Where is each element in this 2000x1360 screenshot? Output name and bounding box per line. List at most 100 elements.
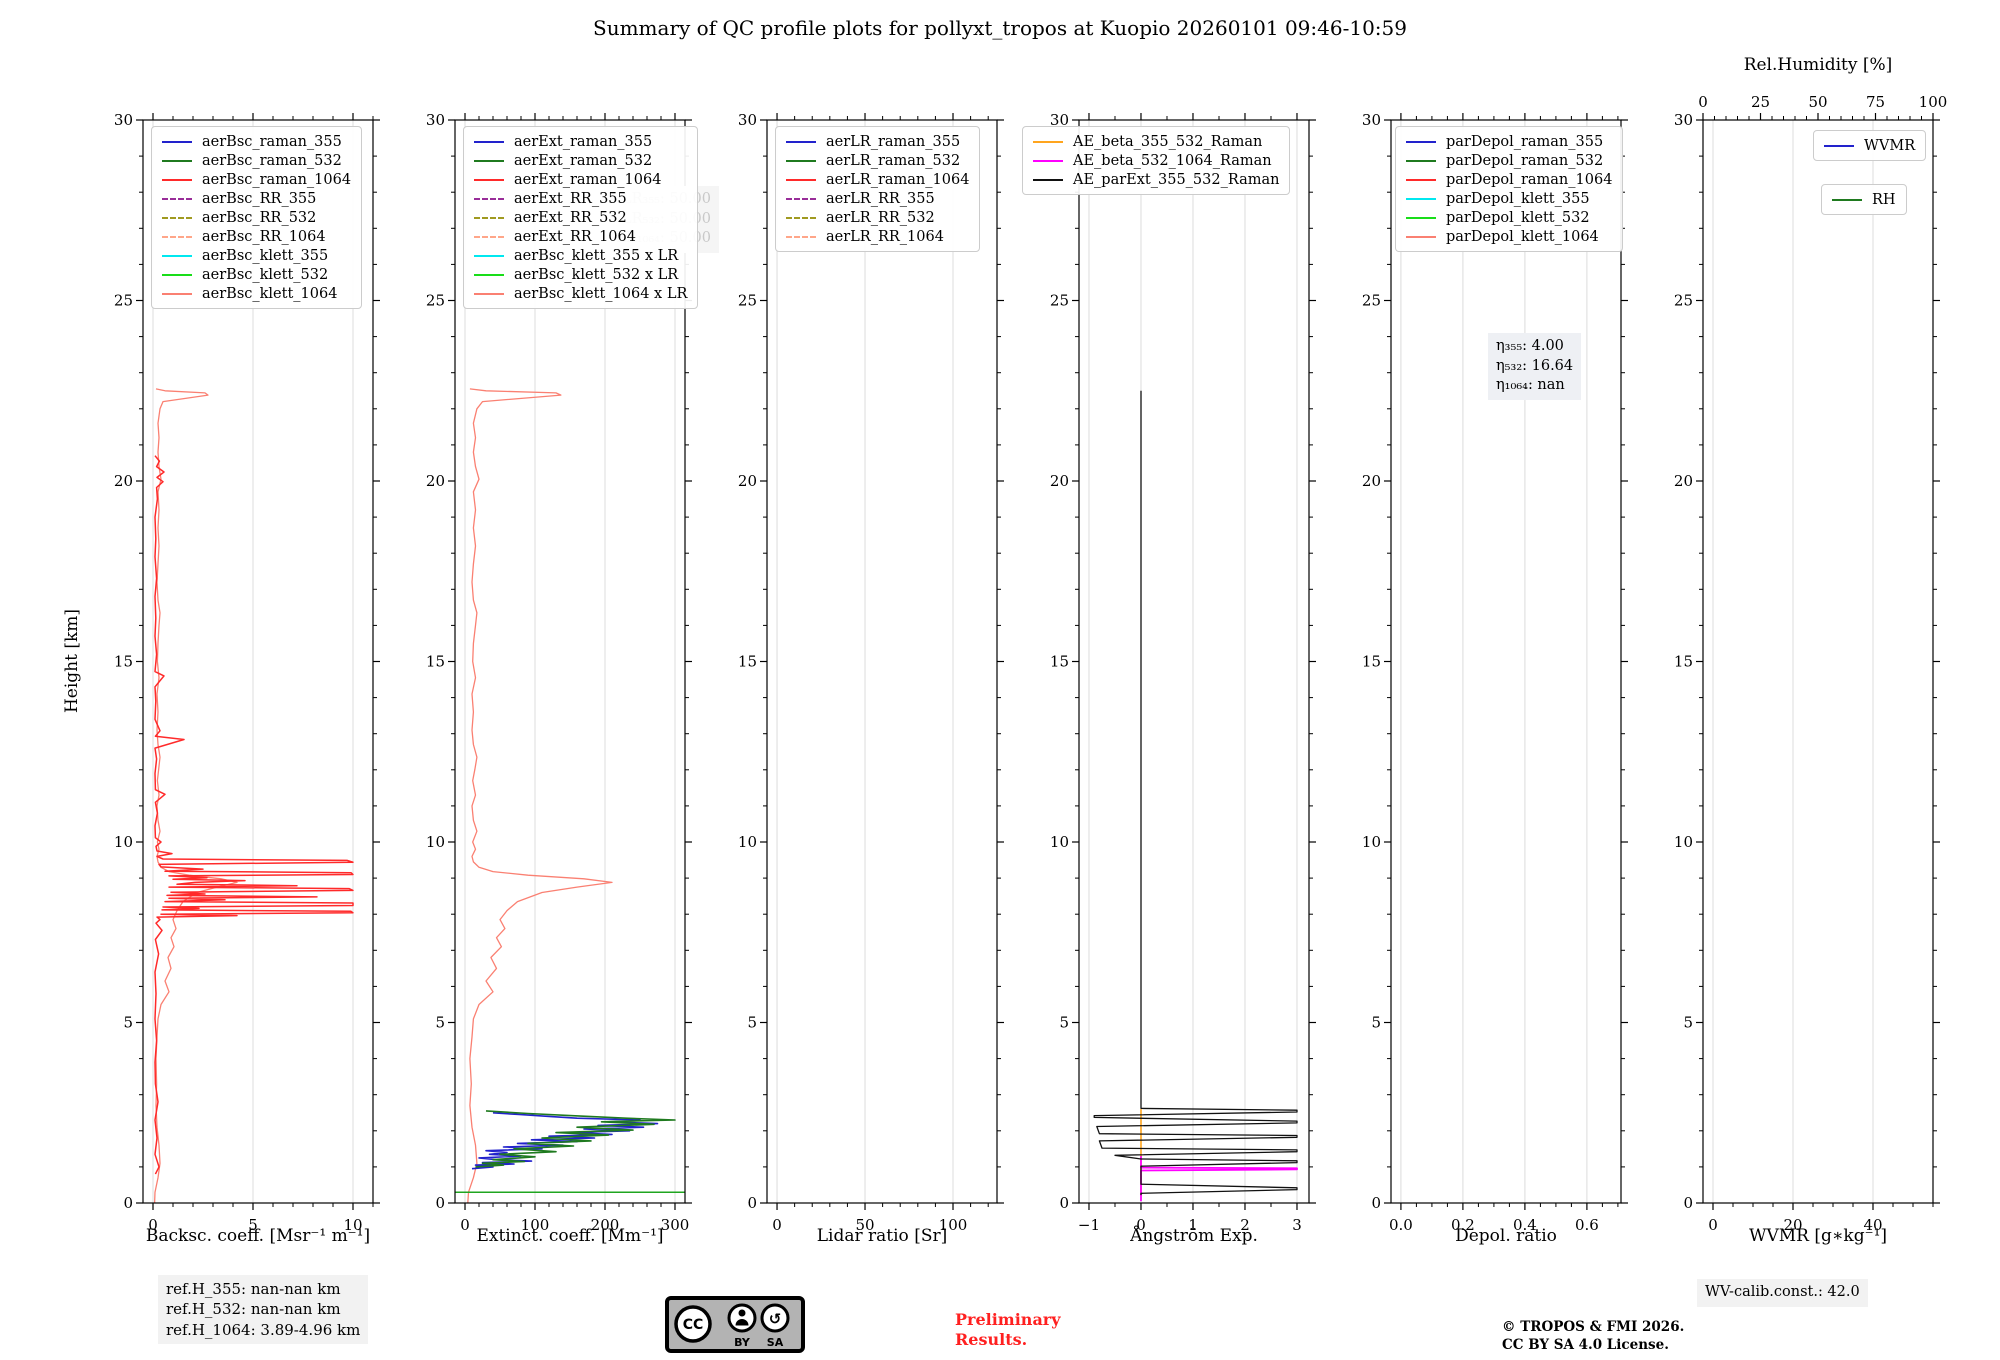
- legend-label: aerLR_RR_532: [826, 209, 935, 226]
- panel-extinction: 0 100 200 300 0 5 10 15 20 25 30: [426, 111, 692, 1234]
- xlabel-angstrom: Ångström Exp.: [1130, 1226, 1258, 1246]
- ytick-label: 0: [747, 1194, 757, 1212]
- ytick-label: 15: [738, 653, 757, 671]
- ytick-label: 15: [1050, 653, 1069, 671]
- legend-label: aerLR_RR_355: [826, 190, 935, 207]
- ytick-label: 30: [1674, 111, 1693, 129]
- legend-label: aerBsc_klett_1064 x LR: [514, 285, 688, 302]
- xtick-label: 5: [248, 1216, 258, 1234]
- legend-line-icon: [162, 159, 192, 162]
- legend-entry: aerBsc_raman_532: [162, 151, 351, 170]
- ytick-label: 25: [114, 292, 133, 310]
- xtick-label: 200: [591, 1216, 620, 1234]
- ytick-label: 25: [426, 292, 445, 310]
- xtick-label: 2: [1240, 1216, 1250, 1234]
- xtick-label: 0.4: [1513, 1216, 1537, 1234]
- ytick-label: 25: [738, 292, 757, 310]
- legend-label: parDepol_raman_1064: [1446, 171, 1613, 188]
- xtick-label: 10: [343, 1216, 362, 1234]
- legend-label: aerLR_raman_1064: [826, 171, 970, 188]
- legend-label: aerBsc_RR_1064: [202, 228, 326, 245]
- legend-label: aerExt_RR_532: [514, 209, 627, 226]
- panel-backscatter: 0 5 10 0 5 10 15 20 25 30: [114, 111, 380, 1234]
- xtick-label: 300: [661, 1216, 690, 1234]
- legend-label: aerLR_raman_355: [826, 133, 961, 150]
- legend-label: aerExt_RR_355: [514, 190, 627, 207]
- legend-line-icon: [474, 197, 504, 200]
- legend-entry: parDepol_klett_532: [1406, 208, 1612, 227]
- xtick-label: 1: [1188, 1216, 1198, 1234]
- ytick-label: 15: [1674, 653, 1693, 671]
- legend-line-icon: [786, 197, 816, 200]
- ytick-label: 25: [1674, 292, 1693, 310]
- xlabel-depol: Depol. ratio: [1455, 1226, 1557, 1246]
- legend-line-icon: [162, 197, 192, 200]
- legend-line-icon: [786, 140, 816, 143]
- legend-entry: AE_beta_532_1064_Raman: [1033, 151, 1279, 170]
- ytick-label: 0: [1059, 1194, 1069, 1212]
- legend-entry: WVMR: [1824, 136, 1915, 155]
- ytick-label: 30: [114, 111, 133, 129]
- reference-height-box: ref.H_355: nan-nan km ref.H_532: nan-nan…: [158, 1275, 369, 1344]
- xlabel-backscatter: Backsc. coeff. [Msr⁻¹ m⁻¹]: [145, 1226, 371, 1246]
- xtick-label: 0.6: [1575, 1216, 1599, 1234]
- series-aerBsc_klett_1064: [153, 388, 238, 1203]
- cc-by-sa-badge: CC ↺ BY SA: [665, 1296, 805, 1353]
- panel-depol: 0.0 0.2 0.4 0.6 0 5 10 15 20 25 30: [1362, 111, 1628, 1234]
- legend-line-icon: [474, 235, 504, 238]
- legend-line-icon: [1406, 140, 1436, 143]
- preliminary-results-note: Preliminary Results.: [955, 1310, 1061, 1349]
- legend-entry: aerBsc_klett_1064 x LR: [474, 284, 687, 303]
- legend-entry: aerLR_RR_1064: [786, 227, 969, 246]
- xtick-label: 0.0: [1389, 1216, 1413, 1234]
- legend-label: aerBsc_RR_532: [202, 209, 317, 226]
- ref-h-532: ref.H_532: nan-nan km: [166, 1300, 341, 1319]
- legend-label: aerExt_raman_532: [514, 152, 653, 169]
- ytick-label: 15: [114, 653, 133, 671]
- legend-label: aerBsc_raman_532: [202, 152, 342, 169]
- legend-entry: parDepol_raman_532: [1406, 151, 1612, 170]
- legend-label: parDepol_klett_1064: [1446, 228, 1599, 245]
- ytick-label: 5: [747, 1014, 757, 1032]
- sa-arrow-icon: [760, 1303, 790, 1333]
- eta-values-box: η₃₅₅: 4.00 η₅₃₂: 16.64 η₁₀₆₄: nan: [1488, 333, 1582, 400]
- cc-by-label: BY: [734, 1336, 751, 1349]
- legend-entry: parDepol_klett_1064: [1406, 227, 1612, 246]
- legend-entry: parDepol_klett_355: [1406, 189, 1612, 208]
- legend-label: aerExt_raman_1064: [514, 171, 662, 188]
- legend-entry: aerExt_raman_355: [474, 132, 687, 151]
- ytick-label: 10: [1050, 833, 1069, 851]
- legend-entry: AE_beta_355_532_Raman: [1033, 132, 1279, 151]
- ref-h-1064: ref.H_1064: 3.89-4.96 km: [166, 1320, 361, 1339]
- legend-line-icon: [1406, 159, 1436, 162]
- legend-line-icon: [162, 235, 192, 238]
- series-aerBsc_klett_1064_x_LR: [467, 388, 613, 1203]
- legend-angstrom: AE_beta_355_532_Raman AE_beta_532_1064_Ra…: [1022, 126, 1291, 195]
- ytick-label: 20: [114, 472, 133, 490]
- xtick-label: 0: [772, 1216, 782, 1234]
- legend-label: aerBsc_raman_1064: [202, 171, 352, 188]
- figure-title: Summary of QC profile plots for pollyxt_…: [593, 16, 1407, 40]
- ytick-label: 20: [738, 472, 757, 490]
- legend-entry: aerBsc_RR_355: [162, 189, 351, 208]
- xtick-label: −1: [1078, 1216, 1100, 1234]
- legend-line-icon: [162, 216, 192, 219]
- legend-line-icon: [474, 159, 504, 162]
- legend-label: aerBsc_klett_1064: [202, 285, 338, 302]
- legend-backscatter: aerBsc_raman_355 aerBsc_raman_532 aerBsc_r…: [151, 126, 363, 309]
- ytick-label: 25: [1362, 292, 1381, 310]
- rh-tick-label: 0: [1698, 93, 1708, 111]
- legend-entry: parDepol_raman_355: [1406, 132, 1612, 151]
- legend-line-icon: [1406, 235, 1436, 238]
- legend-line-icon: [474, 254, 504, 257]
- xtick-label: 100: [521, 1216, 550, 1234]
- legend-entry: aerBsc_klett_532: [162, 265, 351, 284]
- legend-label: WVMR: [1864, 137, 1916, 154]
- legend-line-icon: [1824, 144, 1854, 147]
- eta-532-value: η₅₃₂: 16.64: [1496, 357, 1574, 374]
- legend-label: parDepol_raman_532: [1446, 152, 1604, 169]
- legend-line-icon: [1406, 178, 1436, 181]
- legend-label: aerBsc_RR_355: [202, 190, 317, 207]
- ytick-label: 15: [1362, 653, 1381, 671]
